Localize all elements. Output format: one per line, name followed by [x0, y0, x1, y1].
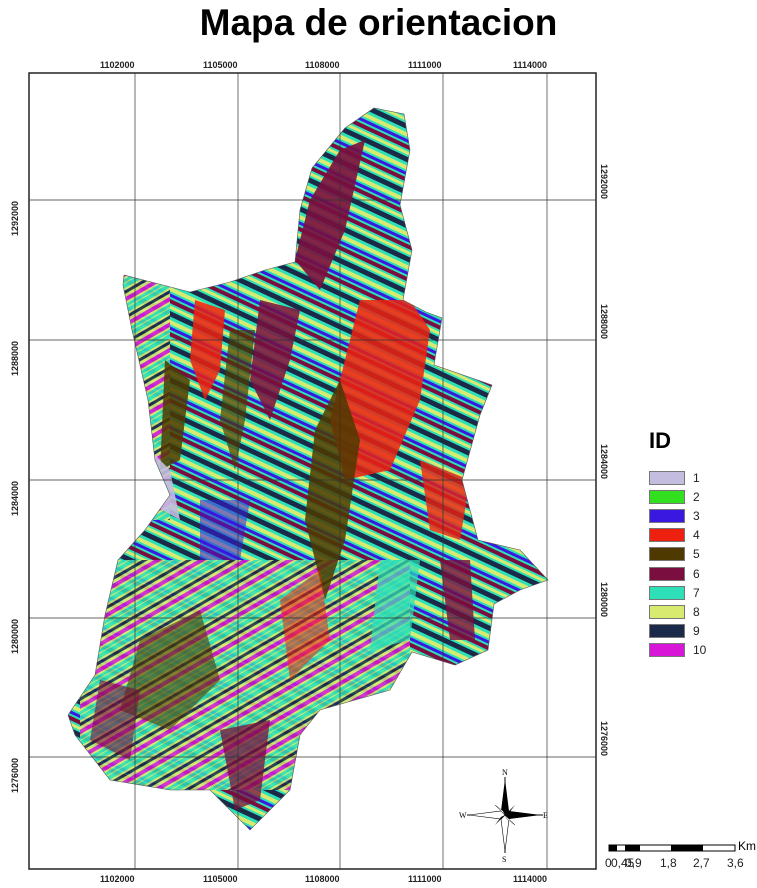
scale-label-09: 0,9 — [625, 856, 642, 870]
legend-item-2: 2 — [649, 489, 700, 505]
legend-item-3: 3 — [649, 508, 700, 524]
x-label-top-5: 1114000 — [513, 60, 547, 70]
y-label-left-5: 1276000 — [10, 758, 20, 793]
y-label-right-1: 1292000 — [599, 164, 609, 199]
x-label-bottom-2: 1105000 — [203, 874, 238, 884]
legend-label: 9 — [693, 623, 700, 638]
scale-label-36: 3,6 — [727, 856, 744, 870]
y-label-left-2: 1288000 — [10, 341, 20, 376]
legend-item-8: 8 — [649, 604, 700, 620]
legend-item-6: 6 — [649, 566, 700, 582]
legend-label: 2 — [693, 490, 700, 505]
legend-swatch — [649, 623, 685, 638]
legend-label: 7 — [693, 585, 700, 600]
y-label-left-3: 1284000 — [10, 481, 20, 516]
legend-swatch — [649, 604, 685, 619]
legend-label: 8 — [693, 604, 700, 619]
legend-label: 1 — [693, 471, 700, 485]
compass-s-label: S — [502, 855, 506, 864]
legend-swatch — [649, 566, 685, 581]
legend-swatch — [649, 490, 685, 505]
map-neatline — [28, 72, 597, 870]
legend-label: 4 — [693, 528, 700, 543]
scale-unit: Km — [738, 839, 756, 853]
y-label-right-4: 1280000 — [599, 582, 609, 617]
x-label-bottom-1: 1102000 — [100, 874, 135, 884]
north-arrow-icon: N S E W — [459, 768, 548, 864]
x-label-bottom-3: 1108000 — [305, 874, 340, 884]
legend-item-1: 1 — [649, 470, 700, 486]
legend-item-4: 4 — [649, 527, 700, 543]
x-label-bottom-5: 1114000 — [513, 874, 547, 884]
scale-label-0: 0 — [605, 856, 612, 870]
legend-item-9: 9 — [649, 623, 700, 639]
legend-swatch — [649, 471, 685, 485]
x-label-top-2: 1105000 — [203, 60, 238, 70]
region-outline — [67, 107, 549, 831]
legend-label: 10 — [693, 642, 707, 657]
legend-swatch — [649, 528, 685, 543]
x-label-top-4: 1111000 — [408, 60, 442, 70]
x-label-bottom-4: 1111000 — [408, 874, 442, 884]
y-label-right-3: 1284000 — [599, 444, 609, 479]
legend-label: 5 — [693, 547, 700, 562]
y-label-left-1: 1292000 — [10, 201, 20, 236]
x-label-top-3: 1108000 — [305, 60, 340, 70]
legend-swatch — [649, 642, 685, 657]
y-label-right-2: 1288000 — [599, 304, 609, 339]
legend-swatch — [649, 585, 685, 600]
compass-n-label: N — [502, 768, 508, 777]
legend-swatch — [649, 509, 685, 524]
legend-swatch — [649, 547, 685, 562]
y-label-left-4: 1280000 — [10, 619, 20, 654]
scale-bar — [608, 844, 736, 852]
scale-label-045: 0,45 — [611, 856, 635, 870]
compass-w-label: W — [459, 811, 467, 820]
legend-label: 3 — [693, 509, 700, 524]
legend-label: 6 — [693, 566, 700, 581]
legend-item-10: 10 — [649, 642, 706, 658]
scale-label-27: 2,7 — [693, 856, 710, 870]
legend-title: ID — [649, 428, 671, 453]
legend-item-7: 7 — [649, 585, 700, 601]
x-label-top-1: 1102000 — [100, 60, 135, 70]
compass-e-label: E — [543, 811, 548, 820]
map-title: Mapa de orientacion — [199, 2, 558, 43]
y-label-right-5: 1276000 — [599, 721, 609, 756]
graticule — [29, 73, 596, 869]
scale-label-18: 1,8 — [660, 856, 677, 870]
legend-item-5: 5 — [649, 546, 700, 562]
